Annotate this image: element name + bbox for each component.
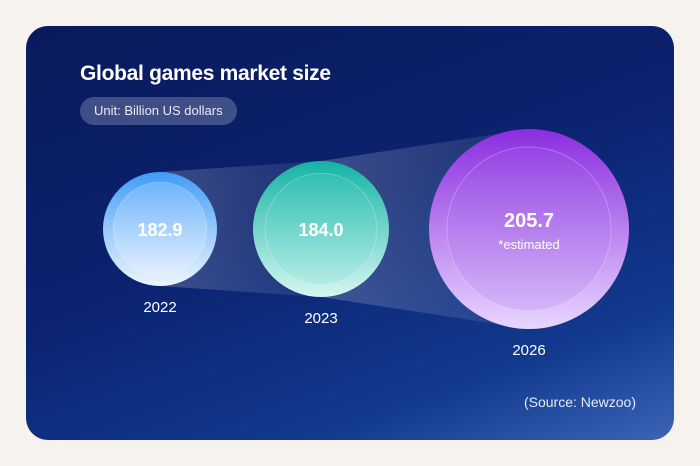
bubble-2023: 184.0 2023 (253, 161, 389, 327)
bubble-inner-2023 (264, 172, 378, 286)
value-label-2023: 184.0 (298, 220, 343, 240)
source-note: (Source: Newzoo) (523, 394, 636, 410)
bubble-outer-2022 (103, 172, 217, 286)
bubble-2026: 205.7 *estimated 2026 (429, 129, 629, 359)
chart-title: Global games market size (80, 62, 331, 85)
year-label-2026: 2026 (512, 342, 545, 359)
unit-badge: Unit: Billion US dollars (80, 97, 237, 125)
chart-card: 182.9 2022 184.0 2023 205.7 *estimated 2026 Gl… (26, 26, 674, 440)
bubbles: 182.9 2022 184.0 2023 205.7 *estimated 2026 (103, 129, 629, 359)
bubble-2022: 182.9 2022 (103, 172, 217, 316)
bubble-inner-2022 (112, 181, 208, 277)
bubble-outer-2023 (253, 161, 389, 297)
estimate-note-2026: *estimated (498, 237, 559, 252)
value-label-2026: 205.7 (504, 210, 554, 232)
value-label-2022: 182.9 (137, 220, 182, 240)
bubble-chart: 182.9 2022 184.0 2023 205.7 *estimated 2026 (103, 129, 629, 359)
year-label-2023: 2023 (304, 310, 337, 327)
bubble-outer-2026 (429, 129, 629, 329)
year-label-2022: 2022 (143, 299, 176, 316)
bubble-inner-2026 (446, 146, 612, 312)
